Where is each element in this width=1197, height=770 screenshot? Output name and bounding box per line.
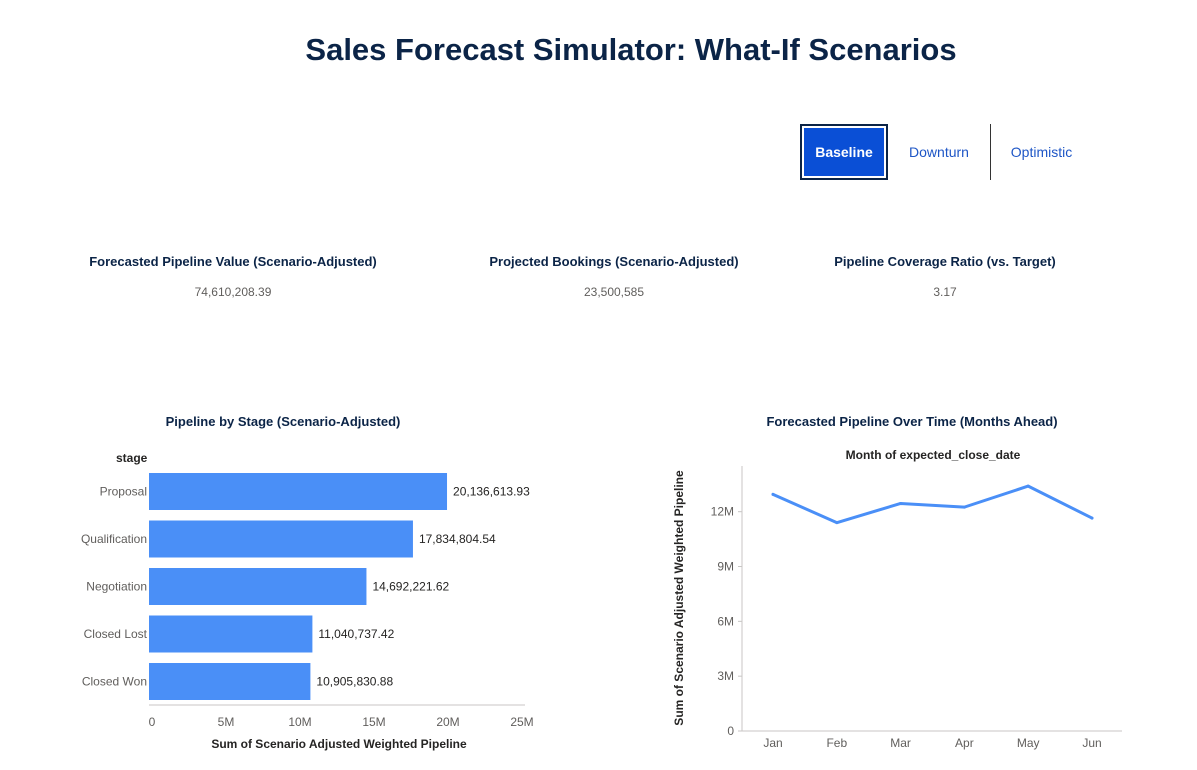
category-label: Proposal [100,485,147,499]
data-label: 20,136,613.93 [453,485,530,499]
x-tick-label: 0 [149,715,156,729]
series-line [771,484,1094,525]
data-label: 17,834,804.54 [419,532,496,546]
y-tick-label: 0 [727,724,734,738]
kpi-label: Pipeline Coverage Ratio (vs. Target) [834,254,1056,269]
tab-optimistic[interactable]: Optimistic [990,124,1092,180]
y-axis-title: Sum of Scenario Adjusted Weighted Pipeli… [672,470,686,726]
data-label: 11,040,737.42 [318,627,394,641]
data-point [1090,516,1094,520]
tab-baseline[interactable]: Baseline [800,124,888,180]
line-chart: Month of expected_close_date 0 3M 6M 9M 12M Ja… [672,448,1122,750]
x-tick-label: 25M [510,715,533,729]
bar-chart: stage Proposal 20,136,613.93 Qualification 1… [81,451,534,751]
category-label: Qualification [81,532,147,546]
data-point [962,505,966,509]
category-label: Closed Won [82,675,147,689]
x-tick-label: Feb [826,736,847,750]
x-tick-label: 5M [218,715,235,729]
x-axis-title: Sum of Scenario Adjusted Weighted Pipeli… [211,737,467,751]
x-tick-label: Apr [955,736,974,750]
kpi-label: Forecasted Pipeline Value (Scenario-Adju… [89,254,377,269]
page-title: Sales Forecast Simulator: What-If Scenar… [305,32,957,67]
tab-downturn[interactable]: Downturn [888,124,990,180]
line-chart-title: Forecasted Pipeline Over Time (Months Ah… [766,414,1058,429]
bar [149,663,311,700]
kpi-card-pipeline-value: Forecasted Pipeline Value (Scenario-Adju… [63,254,403,299]
kpi-card-projected-bookings: Projected Bookings (Scenario-Adjusted) 2… [461,254,767,299]
x-tick-label: 10M [288,715,311,729]
category-axis-header: stage [116,451,148,465]
y-tick-label: 3M [717,669,734,683]
x-tick-label: Jun [1082,736,1101,750]
kpi-value: 3.17 [933,285,957,299]
kpi-card-coverage-ratio: Pipeline Coverage Ratio (vs. Target) 3.1… [810,254,1080,299]
kpi-label: Projected Bookings (Scenario-Adjusted) [489,254,739,269]
scenario-selector: Baseline Downturn Optimistic [800,124,1092,180]
data-label: 14,692,221.62 [372,580,449,594]
bar-chart-title: Pipeline by Stage (Scenario-Adjusted) [165,414,401,429]
data-point [899,501,903,505]
data-point [1026,484,1030,488]
bar [149,615,313,653]
y-tick-label: 6M [717,614,734,628]
category-label: Negotiation [86,580,147,594]
x-tick-label: Mar [890,736,911,750]
category-label: Closed Lost [84,627,148,641]
bar [149,473,448,510]
bar [149,520,413,558]
data-point [835,521,839,525]
data-label: 10,905,830.88 [316,675,393,689]
bar [149,568,367,605]
data-point [771,492,775,496]
line-chart-subtitle: Month of expected_close_date [846,448,1021,462]
kpi-value: 74,610,208.39 [194,285,272,299]
x-tick-label: 15M [362,715,385,729]
y-tick-label: 12M [711,505,734,519]
x-tick-label: Jan [763,736,782,750]
kpi-value: 23,500,585 [583,285,645,299]
y-tick-label: 9M [717,560,734,574]
x-tick-label: May [1017,736,1040,750]
x-tick-label: 20M [436,715,459,729]
